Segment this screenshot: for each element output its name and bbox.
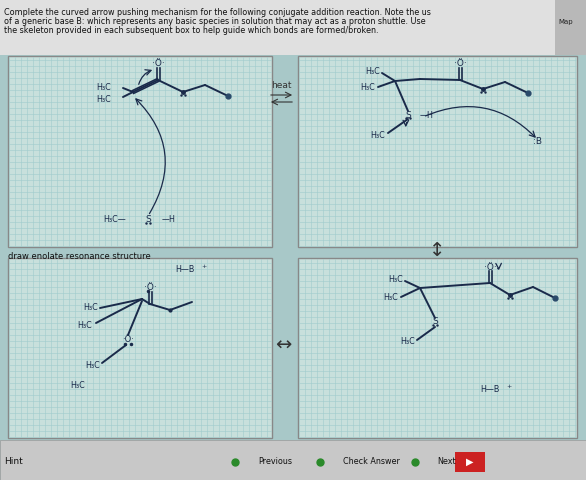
Text: :B: :B: [533, 137, 543, 146]
Text: ·Ö·: ·Ö·: [144, 284, 156, 292]
Text: H₃C: H₃C: [85, 360, 100, 370]
Text: ·Ö·: ·Ö·: [483, 263, 496, 272]
Text: H₃C: H₃C: [83, 303, 98, 312]
Text: ·Ö·: ·Ö·: [454, 60, 466, 69]
Text: draw enolate resonance structure: draw enolate resonance structure: [8, 252, 151, 261]
Text: H₃C: H₃C: [365, 68, 380, 76]
Text: H₃C: H₃C: [370, 131, 385, 140]
Text: Hint: Hint: [4, 457, 23, 467]
Text: H₃C: H₃C: [383, 293, 398, 302]
Text: Next: Next: [437, 457, 456, 467]
Bar: [298, 258, 577, 438]
Text: +: +: [506, 384, 512, 389]
Text: H—B: H—B: [481, 385, 500, 395]
Bar: [0, 0, 586, 55]
Text: the skeleton provided in each subsequent box to help guide which bonds are forme: the skeleton provided in each subsequent…: [4, 26, 379, 35]
Bar: [555, 0, 586, 55]
Text: H₃C: H₃C: [96, 83, 111, 92]
Text: H₃C: H₃C: [96, 96, 111, 105]
Text: H₃C: H₃C: [77, 321, 92, 329]
Text: of a generic base B: which represents any basic species in solution that may act: of a generic base B: which represents an…: [4, 17, 425, 26]
Text: S: S: [405, 110, 411, 120]
Bar: [298, 56, 577, 247]
Text: H₃C—: H₃C—: [103, 216, 126, 225]
Text: S: S: [145, 216, 151, 225]
Text: S: S: [432, 317, 438, 326]
Text: Map: Map: [558, 19, 573, 25]
Text: Previous: Previous: [258, 457, 292, 467]
Bar: [8, 258, 272, 438]
Bar: [455, 452, 485, 472]
Bar: [0, 440, 586, 480]
Text: heat: heat: [271, 81, 291, 89]
Text: —H: —H: [162, 216, 176, 225]
Text: H₃C: H₃C: [360, 84, 375, 93]
Text: ·Ö·: ·Ö·: [152, 60, 165, 69]
Text: —H: —H: [420, 110, 434, 120]
Text: +: +: [202, 264, 207, 269]
Bar: [8, 56, 272, 247]
Text: H₃C: H₃C: [400, 337, 415, 347]
Text: Complete the curved arrow pushing mechanism for the following conjugate addition: Complete the curved arrow pushing mechan…: [4, 8, 431, 17]
Text: ↔: ↔: [275, 336, 291, 355]
Text: ▶: ▶: [466, 457, 473, 467]
Text: ↕: ↕: [429, 240, 445, 260]
Text: H₃C: H₃C: [389, 276, 403, 285]
Text: Check Answer: Check Answer: [343, 457, 400, 467]
Text: H—B: H—B: [175, 265, 195, 275]
Text: H₃C: H₃C: [70, 381, 85, 389]
Text: ·Ö·: ·Ö·: [122, 336, 134, 345]
